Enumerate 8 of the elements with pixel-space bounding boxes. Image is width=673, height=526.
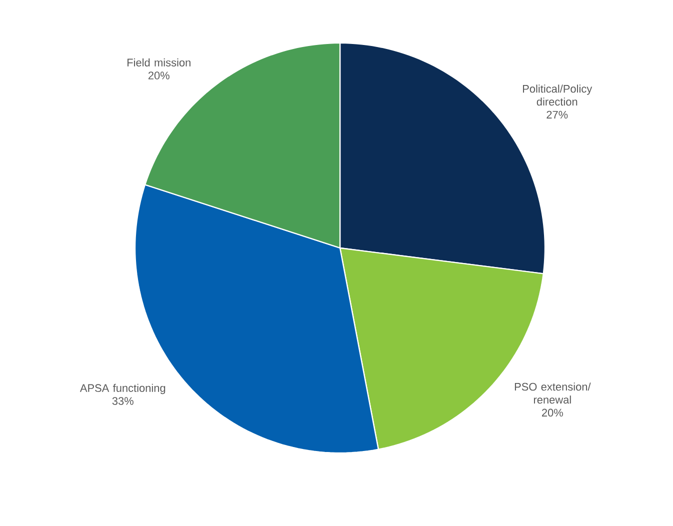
data-label: 27%	[546, 110, 568, 119]
data-label: 20%	[148, 72, 170, 80]
slice-label: Political/Policy direction	[523, 84, 592, 106]
slice-label: Field mission	[128, 58, 190, 66]
data-label: 20%	[542, 408, 563, 417]
data-label: 33%	[112, 397, 134, 405]
slice-label: APSA functioning	[80, 384, 166, 394]
slice-label: PSO extension/ renewal	[514, 382, 591, 404]
